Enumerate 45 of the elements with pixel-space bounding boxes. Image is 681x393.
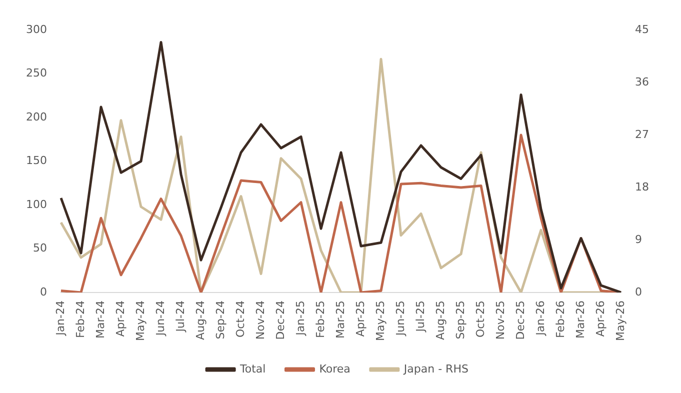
x-tick-label: Apr-24 [114, 300, 127, 337]
x-tick-label: May-24 [134, 300, 147, 341]
x-tick-label: Jul-25 [414, 300, 427, 333]
x-tick-label: Nov-24 [254, 300, 267, 340]
x-tick-label: Feb-24 [74, 300, 87, 338]
y-tick-label: 50 [32, 242, 47, 255]
x-tick-label: Nov-25 [494, 300, 507, 340]
x-tick-label: Aug-25 [434, 300, 447, 340]
x-tick-label: Jan-25 [294, 300, 307, 336]
x-tick-label: Jul-24 [174, 300, 187, 333]
x-tick-label: Apr-26 [594, 300, 607, 337]
y-tick-label: 250 [26, 66, 47, 80]
x-tick-label: Mar-25 [334, 300, 347, 339]
x-tick-label: Oct-24 [234, 300, 247, 338]
y2-tick-label: 27 [635, 128, 650, 141]
y2-tick-label: 0 [635, 285, 642, 298]
legend-label: Korea [319, 362, 350, 376]
x-tick-label: Jan-26 [534, 300, 547, 336]
x-tick-label: May-26 [614, 300, 627, 341]
y-tick-label: 300 [26, 22, 47, 36]
x-tick-label: Dec-25 [514, 300, 527, 340]
y-tick-label: 100 [26, 198, 47, 211]
x-tick-label: Feb-25 [314, 300, 327, 338]
x-tick-label: Jun-25 [394, 300, 407, 337]
x-tick-label: Sep-25 [454, 300, 467, 340]
y-tick-label: 0 [40, 285, 47, 298]
x-tick-label: Dec-24 [274, 300, 287, 340]
y-tick-label: 200 [26, 110, 47, 124]
x-tick-label: Sep-24 [214, 300, 227, 340]
x-tick-label: Feb-26 [554, 300, 567, 338]
y2-tick-label: 9 [635, 232, 642, 246]
y-tick-label: 150 [26, 154, 47, 168]
x-tick-label: Aug-24 [194, 300, 207, 340]
y2-tick-label: 36 [635, 75, 650, 88]
legend-label: Japan - RHS [402, 362, 468, 376]
x-tick-label: Mar-24 [94, 300, 107, 339]
x-tick-label: Jan-24 [54, 300, 67, 336]
x-tick-label: Mar-26 [574, 300, 587, 339]
x-tick-label: May-25 [374, 300, 387, 341]
y2-tick-label: 18 [635, 180, 650, 194]
y2-tick-label: 45 [635, 22, 650, 36]
x-tick-label: Apr-25 [354, 300, 367, 337]
x-tick-label: Jun-24 [154, 300, 167, 337]
legend-label: Total [239, 362, 266, 376]
x-tick-label: Oct-25 [474, 300, 487, 338]
